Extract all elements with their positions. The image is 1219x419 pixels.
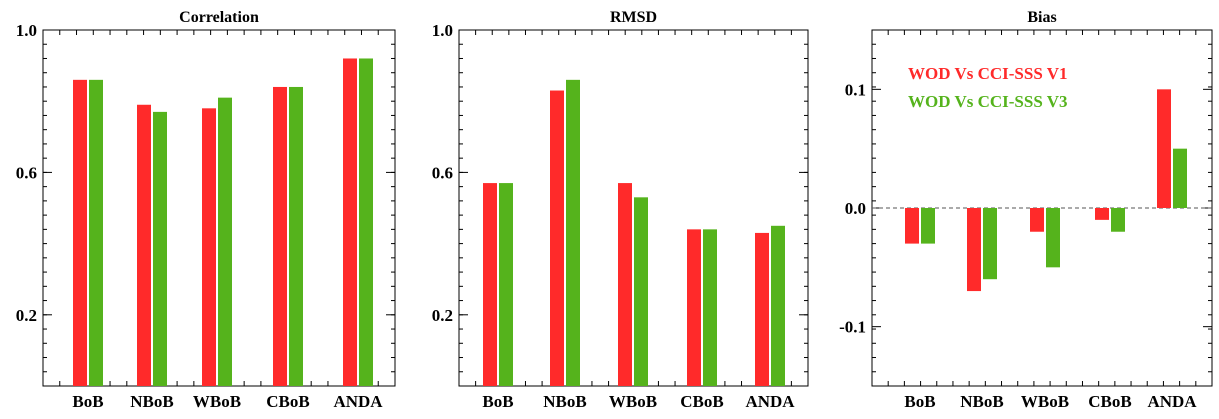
chart-title: Correlation	[179, 9, 259, 26]
bar-v1	[483, 183, 497, 386]
bar-v3	[703, 229, 717, 386]
x-tick-label: WBoB	[609, 392, 657, 411]
y-tick-label: 0.0	[845, 199, 866, 218]
bar-v1	[273, 86, 287, 387]
bar-v1	[202, 108, 216, 386]
chart-title: Bias	[1027, 9, 1056, 26]
bar-v1	[73, 79, 87, 386]
x-tick-label: WBoB	[193, 392, 241, 411]
x-tick-label: ANDA	[745, 392, 795, 411]
bar-v3	[289, 86, 303, 387]
x-tick-label: WBoB	[1021, 392, 1069, 411]
x-tick-label: CBoB	[680, 392, 723, 411]
y-tick-label: 0.2	[16, 306, 37, 325]
bar-v3	[1173, 148, 1187, 208]
x-tick-label: BoB	[72, 392, 103, 411]
bar-v1	[755, 232, 769, 386]
plot-frame	[458, 29, 809, 387]
x-tick-label: NBoB	[130, 392, 173, 411]
bar-v1	[905, 208, 919, 244]
bar-v1	[618, 183, 632, 386]
y-tick-label: 1.0	[16, 21, 37, 40]
x-tick-label: NBoB	[960, 392, 1003, 411]
y-tick-label: 0.6	[432, 163, 453, 182]
x-tick-label: CBoB	[1088, 392, 1131, 411]
chart-title: RMSD	[610, 9, 657, 26]
bar-v1	[550, 90, 564, 387]
bar-v3	[218, 97, 232, 386]
legend-entry: WOD Vs CCI-SSS V3	[908, 92, 1068, 111]
bar-v1	[1157, 89, 1171, 208]
x-tick-label: ANDA	[333, 392, 383, 411]
x-tick-label: BoB	[482, 392, 513, 411]
x-tick-label: BoB	[904, 392, 935, 411]
bar-v3	[566, 79, 580, 386]
y-tick-label: 0.6	[16, 163, 37, 182]
bar-v1	[343, 58, 357, 386]
y-tick-label: 0.1	[845, 80, 866, 99]
x-tick-label: NBoB	[543, 392, 586, 411]
bar-v3	[89, 79, 103, 386]
y-tick-label: -0.1	[839, 318, 866, 337]
x-tick-label: ANDA	[1147, 392, 1197, 411]
bar-v3	[983, 208, 997, 280]
bar-v3	[499, 183, 513, 386]
y-tick-label: 0.2	[432, 306, 453, 325]
bar-v3	[153, 111, 167, 386]
legend-entry: WOD Vs CCI-SSS V1	[908, 64, 1068, 83]
bar-v3	[1111, 208, 1125, 232]
y-tick-label: 1.0	[432, 21, 453, 40]
x-tick-label: CBoB	[266, 392, 309, 411]
bar-v1	[687, 229, 701, 386]
bar-v1	[1095, 208, 1109, 220]
bar-v3	[634, 197, 648, 386]
bar-v1	[137, 104, 151, 386]
bar-v1	[967, 208, 981, 292]
bar-v3	[771, 225, 785, 386]
bar-v3	[359, 58, 373, 386]
bar-v1	[1030, 208, 1044, 232]
bar-v3	[1046, 208, 1060, 268]
bar-v3	[921, 208, 935, 244]
